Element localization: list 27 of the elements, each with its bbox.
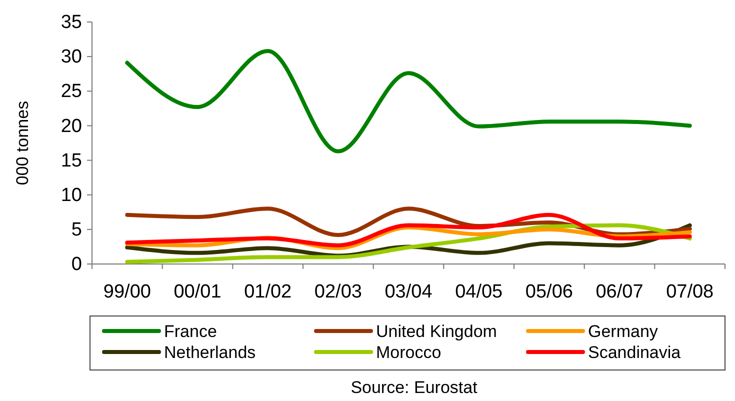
legend-label: Scandinavia (588, 343, 682, 362)
y-tick-label: 30 (60, 46, 82, 68)
legend-label: United Kingdom (376, 322, 497, 341)
x-tick-label: 05/06 (525, 281, 573, 302)
y-tick-label: 0 (71, 254, 82, 276)
x-tick-label: 99/00 (103, 281, 151, 302)
line-series (125, 212, 692, 248)
source-note: Source: Eurostat (350, 378, 478, 397)
legend-label: France (164, 322, 217, 341)
line-series (125, 49, 692, 154)
legend-label: Germany (588, 322, 658, 341)
x-tick-label: 00/01 (174, 281, 222, 302)
y-tick-label: 10 (60, 184, 82, 206)
y-tick-label: 15 (60, 150, 82, 172)
x-tick-label: 07/08 (666, 281, 714, 302)
x-tick-label: 06/07 (596, 281, 644, 302)
y-tick-label: 25 (60, 81, 82, 102)
legend-label: Morocco (376, 343, 442, 362)
x-tick-label: 04/05 (455, 281, 503, 302)
y-tick-label: 5 (71, 220, 82, 241)
x-tick-label: 01/02 (244, 281, 292, 302)
y-tick-label: 20 (60, 116, 82, 137)
y-tick-label: 35 (60, 12, 82, 34)
y-axis-title: 000 tonnes (13, 100, 32, 186)
x-tick-label: 02/03 (314, 281, 362, 302)
legend-label: Netherlands (164, 343, 256, 362)
x-tick-label: 03/04 (384, 281, 433, 302)
